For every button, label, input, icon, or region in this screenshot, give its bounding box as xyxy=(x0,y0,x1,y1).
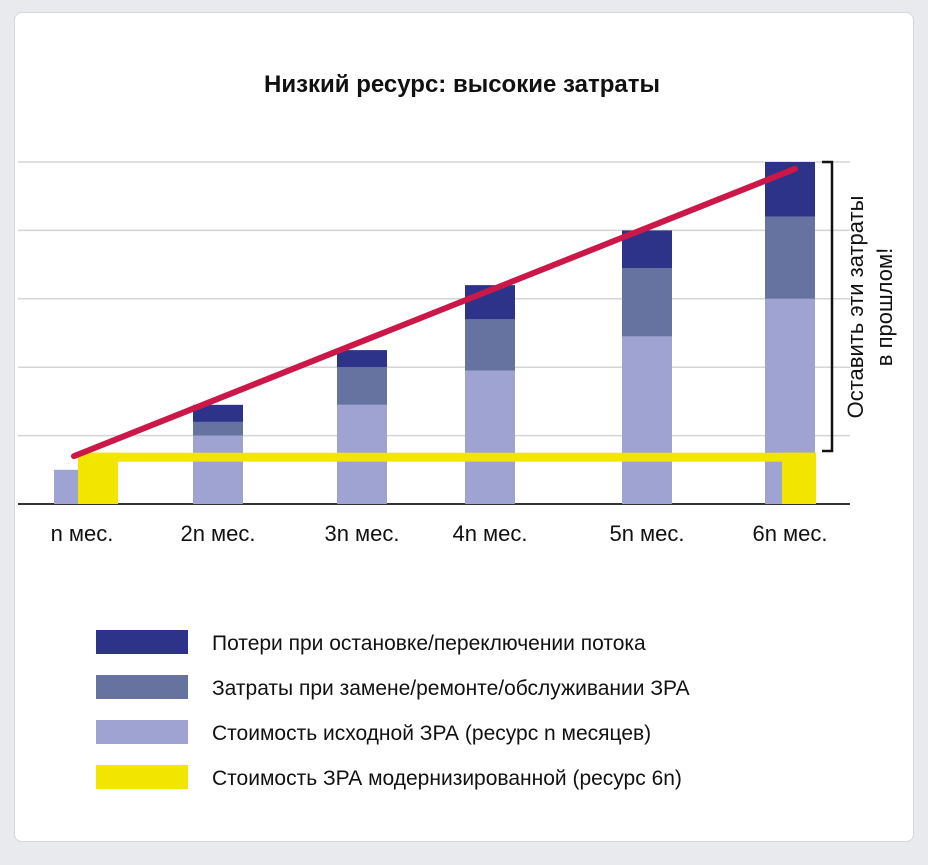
x-tick-label: 4n мес. xyxy=(452,521,527,546)
bar-segment xyxy=(193,435,243,504)
legend-label: Потери при остановке/переключении потока xyxy=(212,632,646,655)
x-tick-label: n мес. xyxy=(51,521,114,546)
x-tick-label: 5n мес. xyxy=(609,521,684,546)
side-annotation-line-1: Оставить эти затраты xyxy=(843,196,868,419)
grid-lines xyxy=(18,161,850,505)
bar-segment xyxy=(193,421,243,436)
modernized-line xyxy=(78,452,816,462)
bars xyxy=(54,162,815,504)
side-bracket xyxy=(822,160,834,453)
bar-segment xyxy=(622,268,672,337)
side-annotation-line-2: в прошлом! xyxy=(872,248,897,366)
chart-title: Низкий ресурс: высокие затраты xyxy=(264,71,660,98)
chart-card xyxy=(14,12,914,842)
legend: Потери при остановке/переключении потока… xyxy=(96,630,690,790)
bar-segment xyxy=(765,216,815,299)
bar-segment xyxy=(54,469,78,504)
trend-line xyxy=(71,165,798,460)
bar-segment xyxy=(622,336,672,504)
bar-segment xyxy=(337,350,387,368)
legend-swatch xyxy=(96,630,188,654)
legend-swatch xyxy=(96,765,188,789)
legend-label: Стоимость ЗРА модернизированной (ресурс … xyxy=(212,767,682,790)
legend-label: Затраты при замене/ремонте/обслуживании … xyxy=(212,677,690,700)
bracket-line xyxy=(822,160,834,453)
x-tick-label: 6n мес. xyxy=(752,521,827,546)
bar-segment xyxy=(465,370,515,504)
x-axis-ticks: n мес. 2n мес. 3n мес. 4n мес. 5n мес. 6n мес… xyxy=(51,521,828,546)
x-tick-label: 3n мес. xyxy=(324,521,399,546)
bar-segment xyxy=(193,404,243,422)
bar-segment xyxy=(337,367,387,405)
bar-segment xyxy=(465,319,515,371)
modernized-band xyxy=(78,452,816,504)
legend-swatch xyxy=(96,720,188,744)
x-tick-label: 2n мес. xyxy=(180,521,255,546)
legend-label: Стоимость исходной ЗРА (ресурс n месяцев… xyxy=(212,722,651,745)
legend-swatch xyxy=(96,675,188,699)
